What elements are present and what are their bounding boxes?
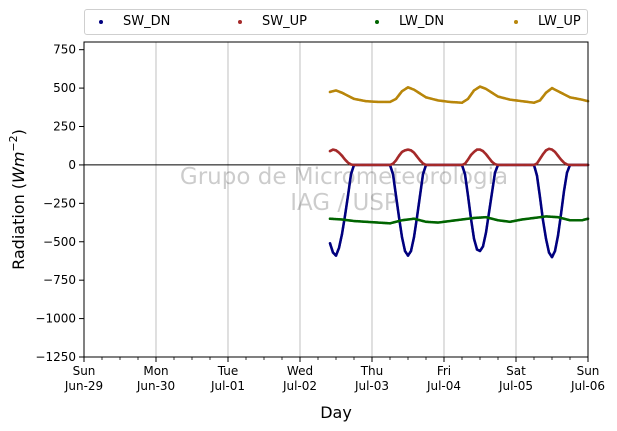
x-tick-day: Thu [360,364,384,378]
legend-label: SW_DN [123,14,171,29]
legend-marker [238,19,242,24]
x-tick-day: Wed [287,364,313,378]
x-tick-date: Jul-01 [210,379,245,393]
legend-marker [375,19,379,24]
x-tick-date: Jun-29 [64,379,103,393]
x-axis-label: Day [320,403,352,422]
x-tick-date: Jul-04 [426,379,461,393]
legend-item-lw-up: LW_UP [514,14,581,30]
grid-lines [155,42,517,357]
legend-item-sw-up: SW_UP [238,14,307,30]
watermark-line: Grupo de Micrometeorologia [180,164,508,190]
y-axis-label: Radiation (Wm−2) [7,129,28,270]
y-tick-label: −1250 [35,350,76,364]
y-tick-label: 0 [68,158,76,172]
legend-item-lw-dn: LW_DN [375,14,444,30]
watermark-line: IAG / USP [290,190,398,216]
series-lw-up [328,85,590,104]
chart-legend: SW_DN SW_UP LW_DN LW_UP [84,9,588,35]
y-tick-label: 750 [53,43,76,57]
x-tick-day: Mon [143,364,168,378]
x-tick-day: Tue [217,364,239,378]
x-tick-day: Sun [73,364,96,378]
y-tick-label: −1000 [35,312,76,326]
x-axis-ticks: SunJun-29MonJun-30TueJul-01WedJul-02ThuJ… [64,357,605,393]
x-tick-date: Jun-30 [136,379,175,393]
x-tick-day: Sat [506,364,526,378]
series-lw-dn [328,215,590,225]
x-tick-date: Jul-02 [282,379,317,393]
x-tick-date: Jul-03 [354,379,389,393]
y-tick-label: 500 [53,81,76,95]
legend-item-sw-dn: SW_DN [99,14,170,30]
legend-marker [514,19,518,24]
y-tick-label: −500 [43,235,76,249]
legend-label: LW_DN [399,14,445,29]
y-tick-label: −250 [43,196,76,210]
x-tick-date: Jul-05 [498,379,533,393]
data-series [328,85,590,259]
x-tick-date: Jul-06 [570,379,605,393]
legend-label: SW_UP [262,14,307,29]
y-axis-ticks: 750 500 250 0 −250 −500 −750 −1000 −1250 [35,43,84,364]
series-sw-up [328,147,590,167]
legend-label: LW_UP [538,14,581,29]
y-tick-label: 250 [53,120,76,134]
x-tick-day: Fri [437,364,451,378]
y-tick-label: −750 [43,273,76,287]
legend-marker [99,19,103,24]
x-tick-day: Sun [577,364,600,378]
